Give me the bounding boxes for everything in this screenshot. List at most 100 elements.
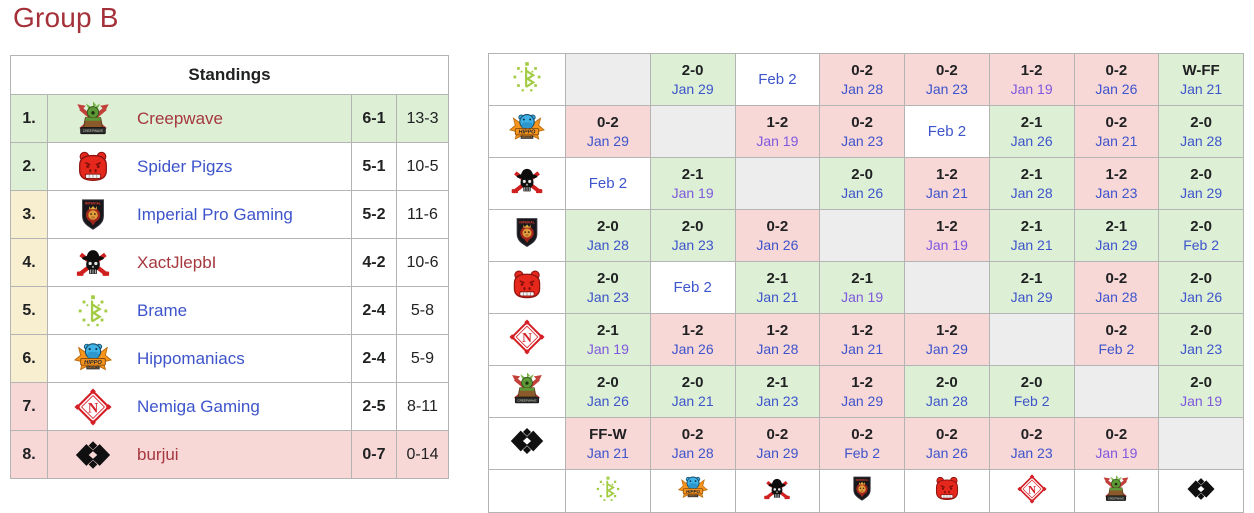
hippomaniacs-icon[interactable] bbox=[678, 474, 708, 504]
row-team-cell[interactable] bbox=[488, 365, 566, 418]
match-date-link[interactable]: Jan 29 bbox=[586, 133, 629, 149]
team-link[interactable]: Imperial Pro Gaming bbox=[137, 204, 293, 224]
match-date-link[interactable]: Feb 2 bbox=[758, 70, 797, 88]
burjui-icon[interactable] bbox=[74, 436, 112, 474]
row-team-cell[interactable] bbox=[488, 261, 566, 314]
match-date-link[interactable]: Jan 29 bbox=[671, 81, 714, 97]
team-link[interactable]: XactJlepbI bbox=[137, 252, 217, 272]
match-date-link[interactable]: Jan 23 bbox=[1095, 185, 1138, 201]
hippomaniacs-icon[interactable] bbox=[74, 340, 112, 378]
nemiga-icon[interactable] bbox=[509, 319, 545, 355]
team-link[interactable]: Creepwave bbox=[137, 108, 223, 128]
match-date-link[interactable]: Jan 29 bbox=[925, 341, 968, 357]
column-team-cell[interactable] bbox=[734, 469, 821, 513]
row-team-cell[interactable] bbox=[488, 313, 566, 366]
match-date-link[interactable]: Feb 2 bbox=[1098, 341, 1135, 357]
column-team-cell[interactable] bbox=[988, 469, 1075, 513]
xactjlepbi-icon[interactable] bbox=[74, 244, 112, 282]
match-date-link[interactable]: Jan 21 bbox=[756, 289, 799, 305]
match-date-link[interactable]: Jan 21 bbox=[586, 445, 629, 461]
row-team-cell[interactable] bbox=[488, 53, 566, 106]
match-date-link[interactable]: Jan 28 bbox=[841, 81, 884, 97]
match-date-link[interactable]: Jan 19 bbox=[925, 237, 968, 253]
column-team-cell[interactable] bbox=[649, 469, 736, 513]
match-date-link[interactable]: Jan 23 bbox=[671, 237, 714, 253]
team-logo[interactable] bbox=[49, 148, 137, 186]
match-date-link[interactable]: Jan 21 bbox=[671, 393, 714, 409]
match-date-link[interactable]: Jan 19 bbox=[1010, 81, 1053, 97]
match-date-link[interactable]: Jan 26 bbox=[925, 445, 968, 461]
match-date-link[interactable]: Jan 28 bbox=[1095, 289, 1138, 305]
team-logo[interactable] bbox=[49, 100, 137, 138]
team-logo[interactable] bbox=[49, 388, 137, 426]
match-date-link[interactable]: Jan 29 bbox=[1180, 185, 1223, 201]
match-date-link[interactable]: Jan 23 bbox=[841, 133, 884, 149]
team-logo[interactable] bbox=[49, 436, 137, 474]
team-link[interactable]: burjui bbox=[137, 444, 179, 464]
brame-icon[interactable] bbox=[593, 474, 623, 504]
match-date-link[interactable]: Jan 23 bbox=[756, 393, 799, 409]
match-date-link[interactable]: Jan 26 bbox=[841, 185, 884, 201]
nemiga-icon[interactable] bbox=[74, 388, 112, 426]
match-date-link[interactable]: Feb 2 bbox=[673, 278, 712, 296]
match-date-link[interactable]: Jan 29 bbox=[1010, 289, 1053, 305]
creepwave-icon[interactable] bbox=[74, 100, 112, 138]
column-team-cell[interactable] bbox=[904, 469, 990, 513]
team-logo[interactable] bbox=[49, 292, 137, 330]
match-date-link[interactable]: Jan 19 bbox=[756, 133, 799, 149]
match-date-link[interactable]: Jan 19 bbox=[671, 185, 714, 201]
match-date-link[interactable]: Jan 28 bbox=[756, 341, 799, 357]
nemiga-icon[interactable] bbox=[1017, 474, 1047, 504]
team-logo[interactable] bbox=[49, 340, 137, 378]
match-date-link[interactable]: Jan 21 bbox=[1095, 133, 1138, 149]
burjui-icon[interactable] bbox=[509, 423, 545, 459]
match-date-link[interactable]: Feb 2 bbox=[1183, 237, 1220, 253]
team-link[interactable]: Nemiga Gaming bbox=[137, 396, 260, 416]
spiderpigzs-icon[interactable] bbox=[74, 148, 112, 186]
match-date-link[interactable]: Jan 23 bbox=[1010, 445, 1053, 461]
column-team-cell[interactable] bbox=[565, 469, 651, 513]
column-team-cell[interactable] bbox=[819, 469, 905, 513]
match-date-link[interactable]: Jan 23 bbox=[1180, 341, 1223, 357]
row-team-cell[interactable] bbox=[488, 157, 566, 210]
imperial-icon[interactable] bbox=[509, 215, 545, 251]
burjui-icon[interactable] bbox=[1186, 474, 1216, 504]
match-date-link[interactable]: Jan 19 bbox=[586, 341, 629, 357]
match-date-link[interactable]: Jan 29 bbox=[756, 445, 799, 461]
match-date-link[interactable]: Feb 2 bbox=[844, 445, 881, 461]
match-date-link[interactable]: Jan 21 bbox=[1180, 81, 1223, 97]
team-logo[interactable] bbox=[49, 244, 137, 282]
match-date-link[interactable]: Jan 29 bbox=[1095, 237, 1138, 253]
imperial-icon[interactable] bbox=[847, 474, 877, 504]
column-team-cell[interactable] bbox=[1073, 469, 1160, 513]
match-date-link[interactable]: Jan 23 bbox=[925, 81, 968, 97]
brame-icon[interactable] bbox=[509, 59, 545, 95]
match-date-link[interactable]: Jan 28 bbox=[925, 393, 968, 409]
match-date-link[interactable]: Jan 21 bbox=[841, 341, 884, 357]
row-team-cell[interactable] bbox=[488, 105, 566, 158]
match-date-link[interactable]: Jan 28 bbox=[586, 237, 629, 253]
match-date-link[interactable]: Jan 26 bbox=[1095, 81, 1138, 97]
match-date-link[interactable]: Jan 26 bbox=[586, 393, 629, 409]
imperial-icon[interactable] bbox=[74, 196, 112, 234]
team-logo[interactable] bbox=[49, 196, 137, 234]
match-date-link[interactable]: Jan 21 bbox=[1010, 237, 1053, 253]
spiderpigzs-icon[interactable] bbox=[509, 267, 545, 303]
row-team-cell[interactable] bbox=[488, 417, 566, 470]
column-team-cell[interactable] bbox=[1158, 469, 1244, 513]
match-date-link[interactable]: Jan 28 bbox=[671, 445, 714, 461]
match-date-link[interactable]: Jan 26 bbox=[1180, 289, 1223, 305]
creepwave-icon[interactable] bbox=[509, 371, 545, 407]
match-date-link[interactable]: Jan 29 bbox=[841, 393, 884, 409]
row-team-cell[interactable] bbox=[488, 209, 566, 262]
match-date-link[interactable]: Jan 23 bbox=[586, 289, 629, 305]
match-date-link[interactable]: Feb 2 bbox=[927, 122, 967, 140]
match-date-link[interactable]: Jan 26 bbox=[1010, 133, 1053, 149]
match-date-link[interactable]: Feb 2 bbox=[1013, 393, 1050, 409]
team-link[interactable]: Spider Pigzs bbox=[137, 156, 233, 176]
spiderpigzs-icon[interactable] bbox=[932, 474, 962, 504]
match-date-link[interactable]: Jan 28 bbox=[1180, 133, 1223, 149]
team-link[interactable]: Brame bbox=[137, 300, 188, 320]
match-date-link[interactable]: Jan 19 bbox=[1095, 445, 1138, 461]
brame-icon[interactable] bbox=[74, 292, 112, 330]
